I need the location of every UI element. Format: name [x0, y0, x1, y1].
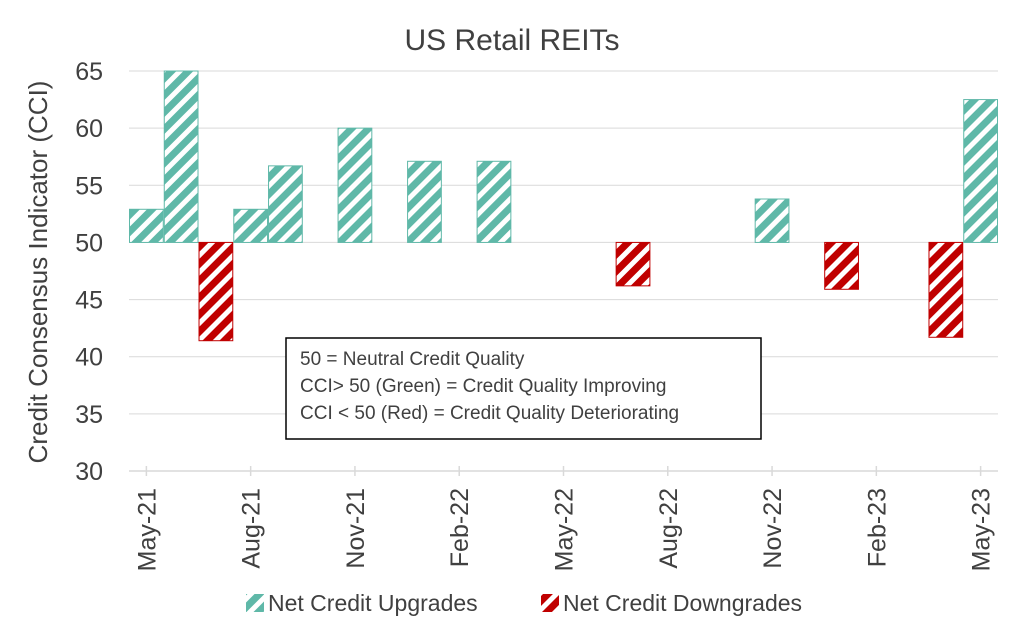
legend: Net Credit Upgrades Net Credit Downgrade… [246, 590, 802, 616]
bar-upgrade [129, 208, 164, 243]
x-tick-label: Feb-22 [446, 488, 474, 567]
x-tick-label: Aug-21 [238, 488, 266, 569]
x-tick-label: Nov-21 [342, 488, 370, 569]
bar-downgrade [198, 241, 234, 342]
x-tick-label: Feb-23 [863, 488, 891, 567]
y-tick-label: 40 [75, 344, 103, 372]
x-tick-label: Nov-22 [759, 488, 787, 569]
bar-upgrade [268, 165, 303, 243]
bar-upgrade [476, 160, 512, 243]
x-tick-label: May-21 [133, 488, 161, 571]
y-tick-label: 35 [75, 401, 103, 429]
y-tick-label: 65 [75, 58, 103, 86]
y-tick-label: 45 [75, 287, 103, 315]
annotation-box: 50 = Neutral Credit Quality CCI> 50 (Gre… [285, 337, 762, 440]
annotation-line-3: CCI < 50 (Red) = Credit Quality Deterior… [300, 403, 679, 424]
annotation-line-1: 50 = Neutral Credit Quality [300, 349, 525, 370]
y-axis-label: Credit Consensus Indicator (CCI) [23, 81, 53, 464]
bar-downgrade [824, 241, 859, 290]
bars [129, 70, 998, 342]
bar-upgrade [163, 70, 199, 243]
x-tick-label: Aug-22 [655, 488, 683, 569]
bar-upgrade [233, 208, 269, 243]
legend-swatch-downgrades [541, 594, 559, 612]
legend-label-downgrades: Net Credit Downgrades [563, 590, 802, 616]
bar-downgrade [615, 241, 651, 287]
x-tick-label: May-22 [551, 488, 579, 571]
bar-upgrade [337, 127, 373, 243]
x-tick-label: May-23 [968, 488, 996, 571]
legend-swatch-upgrades [246, 594, 264, 612]
bar-downgrade [928, 241, 964, 338]
y-tick-label: 30 [75, 458, 103, 486]
y-tick-label: 55 [75, 172, 103, 200]
bar-upgrade [963, 99, 998, 243]
legend-label-upgrades: Net Credit Upgrades [268, 590, 478, 616]
annotation-line-2: CCI> 50 (Green) = Credit Quality Improvi… [300, 376, 666, 397]
chart-title: US Retail REITs [404, 24, 619, 57]
bar-upgrade [754, 198, 790, 243]
x-axis: May-21 Aug-21 Nov-21 Feb-22 May-22 Aug-22 Nov-… [129, 466, 998, 571]
y-axis-ticks: 30 35 40 45 50 55 60 65 [75, 58, 103, 486]
y-tick-label: 60 [75, 115, 103, 143]
bar-upgrade [407, 160, 442, 243]
y-tick-label: 50 [75, 229, 103, 257]
